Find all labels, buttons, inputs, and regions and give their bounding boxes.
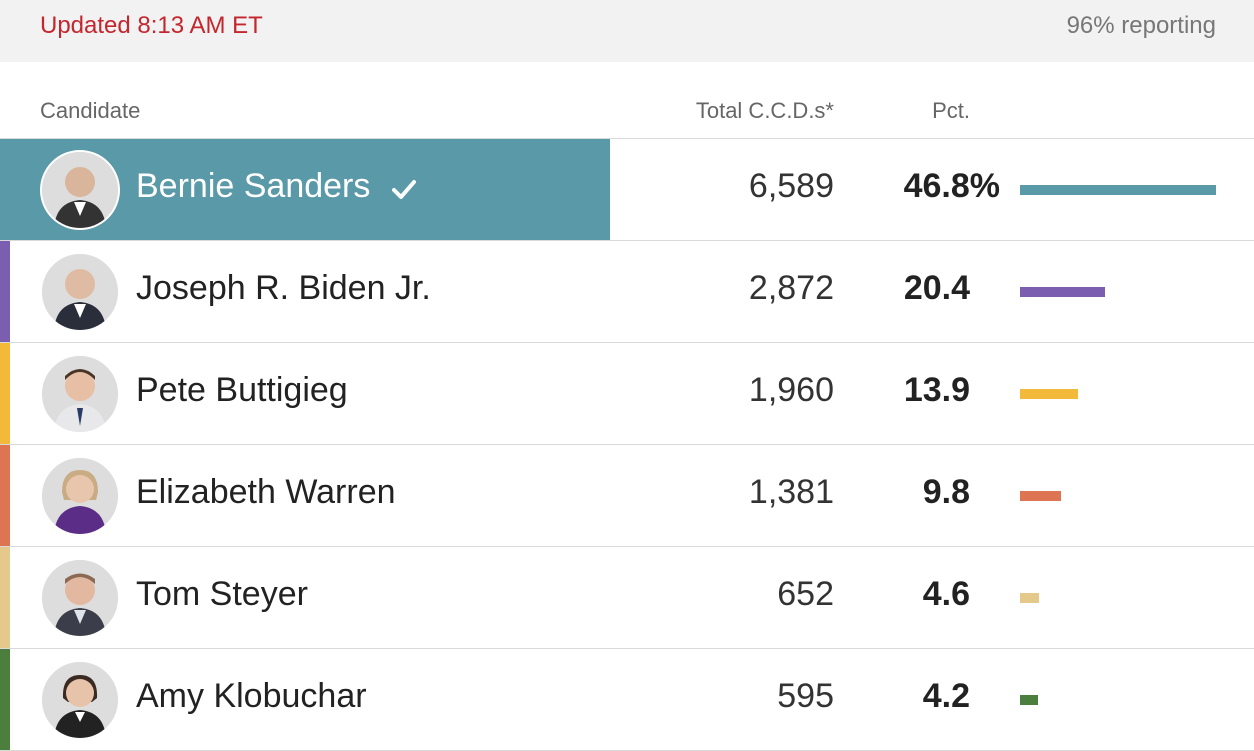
candidate-avatar [40,456,120,536]
table-row-candidate: Amy Klobuchar 595 4.2 [0,649,1254,751]
candidate-name: Joseph R. Biden Jr. [136,269,431,307]
candidate-color-stripe [0,343,10,444]
column-header-pct: Pct. [932,98,970,123]
candidate-pct-bar [1020,593,1039,603]
candidate-avatar [40,558,120,638]
candidate-color-stripe [0,445,10,546]
candidate-pct: 46.8% [903,167,1000,205]
candidate-name: Elizabeth Warren [136,473,396,511]
results-table-header: Candidate Total C.C.D.s* Pct. [0,88,1254,139]
candidate-pct-bar [1020,695,1038,705]
candidate-pct-bar [1020,287,1105,297]
updated-timestamp: Updated 8:13 AM ET [40,12,263,39]
candidate-votes: 2,872 [748,269,834,307]
candidate-avatar [40,354,120,434]
column-header-votes: Total C.C.D.s* [695,98,834,123]
results-status-bar: Updated 8:13 AM ET 96% reporting [0,0,1254,62]
candidate-color-stripe [0,547,10,648]
candidate-color-stripe [0,241,10,342]
column-header-candidate: Candidate [40,98,141,123]
candidate-color-stripe [0,649,10,750]
table-row-candidate: Joseph R. Biden Jr. 2,872 20.4 [0,241,1254,343]
reporting-percentage: 96% reporting [1066,12,1216,39]
candidate-votes: 6,589 [748,167,834,205]
candidate-name: Tom Steyer [136,575,308,613]
candidate-name: Bernie Sanders [136,167,371,205]
table-row-candidate: Tom Steyer 652 4.6 [0,547,1254,649]
candidate-avatar [40,252,120,332]
candidate-pct-bar [1020,185,1216,195]
candidate-avatar [40,660,120,740]
candidate-votes: 1,381 [748,473,834,511]
winner-check-icon [392,180,416,199]
candidate-votes: 652 [777,575,834,613]
table-row-candidate: Bernie Sanders 6,589 46.8% [0,139,1254,241]
table-row-candidate: Elizabeth Warren 1,381 9.8 [0,445,1254,547]
candidate-pct: 4.2 [922,677,970,715]
candidate-pct: 20.4 [903,269,970,307]
candidate-votes: 595 [777,677,834,715]
candidate-name: Pete Buttigieg [136,371,348,409]
candidate-pct: 13.9 [903,371,970,409]
candidate-avatar [40,150,120,230]
candidate-pct-bar [1020,389,1078,399]
table-row-candidate: Pete Buttigieg 1,960 13.9 [0,343,1254,445]
candidate-pct: 9.8 [922,473,970,511]
candidate-name: Amy Klobuchar [136,677,367,715]
candidate-votes: 1,960 [748,371,834,409]
candidate-pct: 4.6 [922,575,970,613]
candidate-pct-bar [1020,491,1061,501]
